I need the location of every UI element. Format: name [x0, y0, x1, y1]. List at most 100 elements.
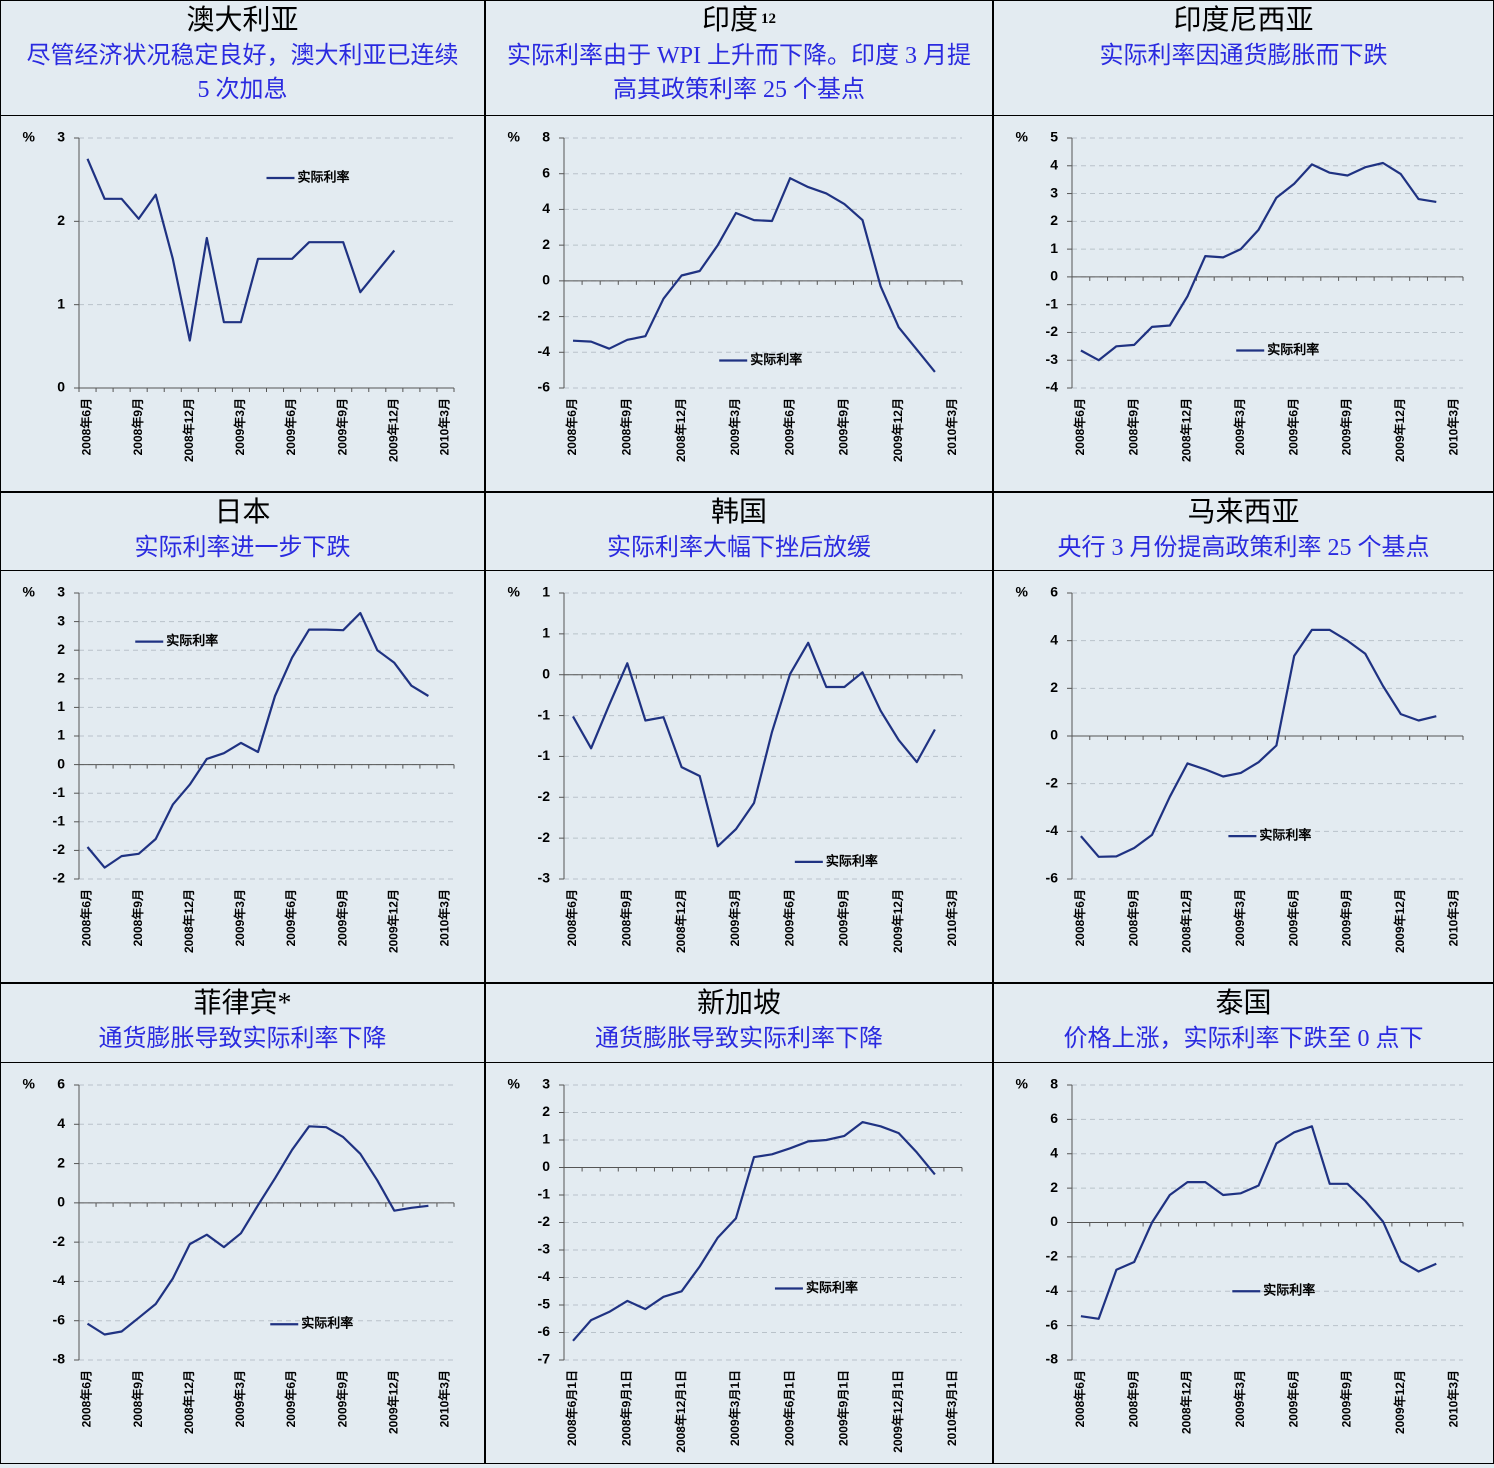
- y-tick-label: -6: [1046, 870, 1059, 886]
- x-tick-label: 2008年6月: [79, 889, 94, 946]
- data-line: [1080, 161, 1437, 362]
- x-tick-label: 2009年3月: [232, 398, 247, 455]
- x-tick-label: 2009年12月: [890, 398, 905, 462]
- x-tick-label: 2009年6月: [283, 1370, 298, 1427]
- y-unit: %: [508, 129, 521, 145]
- data-line: [1080, 1125, 1437, 1320]
- y-tick-label: -1: [538, 1186, 551, 1202]
- y-tick-label: 6: [57, 1076, 65, 1092]
- chart-box: -7 -6 -5 -4 -3 -2 -1 0 1 2 3% 2008年6月1日 2008年9月1日 200…: [485, 1062, 993, 1464]
- y-tick-label: -6: [1046, 1316, 1059, 1332]
- y-tick-label: 2: [1050, 212, 1058, 228]
- chart-title-text: 马来西亚: [1187, 497, 1300, 528]
- x-tick-label: 2009年3月: [232, 889, 247, 946]
- chart-subtitle: 通货膨胀导致实际利率下降: [98, 1026, 387, 1052]
- y-tick-label: -1: [1046, 295, 1059, 311]
- x-tick-label: 2008年9月: [130, 1370, 145, 1427]
- y-tick-label: 1: [57, 698, 65, 714]
- chart: -7 -6 -5 -4 -3 -2 -1 0 1 2 3% 2008年6月1日 2008年9月1日 200…: [508, 1076, 963, 1453]
- legend-label: 实际利率: [298, 169, 350, 184]
- x-tick-label: 2008年6月: [79, 398, 94, 455]
- legend-label: 实际利率: [1267, 342, 1319, 357]
- chart: -8 -6 -4 -2 0 2 4 6% 2008年6月 2008年9月 2008年12月 2009年…: [23, 1076, 455, 1434]
- x-tick-label: 2009年12月: [1392, 1370, 1407, 1434]
- chart-title-text: 新加坡: [696, 988, 781, 1019]
- x-tick-label: 2008年12月1日: [673, 1370, 688, 1453]
- x-tick-label: 2009年12月: [386, 889, 401, 953]
- y-tick-label: 2: [542, 1103, 550, 1119]
- chart-title: 泰国: [994, 986, 1493, 1022]
- chart-header: 泰国价格上涨，实际利率下跌至 0 点下: [993, 983, 1494, 1063]
- chart-box: -2 -2 -1 -1 0 1 1 2 2 3 3% 2008年6月 2008年9月 2008年12月 20…: [0, 570, 485, 983]
- y-tick-label: -2: [53, 841, 66, 857]
- y-unit: %: [1016, 584, 1029, 600]
- chart-title-text: 日本: [214, 497, 271, 528]
- legend-label: 实际利率: [301, 1316, 353, 1331]
- y-tick-label: -2: [1046, 1248, 1059, 1264]
- x-tick-label: 2009年6月: [1285, 398, 1300, 455]
- legend-label: 实际利率: [166, 633, 218, 648]
- chart-box: -4 -3 -2 -1 0 1 2 3 4 5% 2008年6月 2008年9月 2008年12月 200…: [993, 115, 1494, 492]
- y-tick-label: 2: [1050, 679, 1058, 695]
- x-tick-label: 2008年12月: [181, 889, 196, 953]
- chart-title: 菲律宾*: [1, 986, 484, 1022]
- y-tick-label: 8: [542, 129, 550, 145]
- x-tick-label: 2008年6月: [1072, 1370, 1087, 1427]
- x-tick-label: 2008年12月: [181, 1370, 196, 1434]
- chart-subtitle: 实际利率进一步下跌: [134, 535, 351, 561]
- y-tick-label: 0: [1050, 727, 1058, 743]
- chart: -8 -6 -4 -2 0 2 4 6 8% 2008年6月 2008年9月 2008年12月 2009…: [1016, 1076, 1464, 1434]
- chart: -3 -2 -2 -1 -1 0 1 1% 2008年6月 2008年9月 2008年12月 2009…: [508, 584, 963, 953]
- chart-box: -6 -4 -2 0 2 4 6 8% 2008年6月 2008年9月 2008年12月 2009年3…: [485, 115, 993, 492]
- y-tick-label: -4: [1046, 379, 1059, 395]
- y-tick-label: 2: [57, 670, 65, 686]
- x-tick-label: 2008年9月1日: [618, 1370, 633, 1446]
- y-tick-label: -2: [538, 307, 551, 323]
- x-tick-label: 2009年6月: [1285, 889, 1300, 946]
- y-unit: %: [23, 584, 36, 600]
- chart-subtitle: 实际利率大幅下挫后放缓: [607, 535, 871, 561]
- y-tick-label: 0: [57, 379, 65, 395]
- x-tick-label: 2008年12月: [673, 889, 688, 953]
- chart: -2 -2 -1 -1 0 1 1 2 2 3 3% 2008年6月 2008年9月 2008年12月 20…: [23, 584, 455, 953]
- x-tick-label: 2009年6月: [781, 889, 796, 946]
- x-tick-label: 2008年9月: [130, 398, 145, 455]
- chart-header: 印度尼西亚 实际利率因通货膨胀而下跌: [993, 0, 1494, 116]
- y-tick-label: 6: [1050, 1110, 1058, 1126]
- x-tick-label: 2009年6月1日: [781, 1370, 796, 1446]
- y-tick-label: -4: [538, 1268, 551, 1284]
- x-tick-label: 2009年12月1日: [890, 1370, 905, 1453]
- y-tick-label: -2: [538, 829, 551, 845]
- x-tick-label: 2009年6月: [283, 889, 298, 946]
- y-tick-label: 2: [57, 212, 65, 228]
- y-tick-label: 0: [542, 272, 550, 288]
- data-line: [86, 611, 429, 869]
- x-tick-label: 2009年9月: [1339, 398, 1354, 455]
- x-tick-label: 2008年6月1日: [564, 1370, 579, 1446]
- x-tick-label: 2009年12月: [1392, 398, 1407, 462]
- x-tick-label: 2010年3月: [1445, 398, 1460, 455]
- chart-header: 澳大利亚 尽管经济状况稳定良好，澳大利亚已连续 5 次加息: [0, 0, 485, 116]
- chart-box: -3 -2 -2 -1 -1 0 1 1% 2008年6月 2008年9月 2008年12月 2009…: [485, 570, 993, 983]
- chart-header: 日本实际利率进一步下跌: [0, 492, 485, 571]
- data-line: [86, 158, 396, 342]
- x-tick-label: 2008年9月: [1125, 398, 1140, 455]
- chart-header: 马来西亚央行 3 月份提高政策利率 25 个基点: [993, 492, 1494, 571]
- x-tick-label: 2008年9月: [618, 398, 633, 455]
- y-tick-label: -7: [538, 1351, 551, 1367]
- chart-title: 韩国: [486, 495, 992, 531]
- y-tick-label: 0: [57, 755, 65, 771]
- chart-box: -8 -6 -4 -2 0 2 4 6 8% 2008年6月 2008年9月 2008年12月 2009…: [993, 1062, 1494, 1464]
- x-tick-label: 2009年3月: [1232, 1370, 1247, 1427]
- x-tick-label: 2009年9月: [836, 889, 851, 946]
- y-tick-label: -6: [538, 379, 551, 395]
- x-tick-label: 2009年6月: [283, 398, 298, 455]
- chart-subtitle: 央行 3 月份提高政策利率 25 个基点: [1057, 535, 1430, 561]
- y-tick-label: -1: [53, 784, 66, 800]
- x-tick-label: 2009年6月: [781, 398, 796, 455]
- y-tick-label: 1: [1050, 240, 1058, 256]
- y-tick-label: 1: [57, 295, 65, 311]
- y-tick-label: -4: [1046, 822, 1059, 838]
- chart-subtitle: 价格上涨，实际利率下跌至 0 点下: [1063, 1026, 1424, 1052]
- y-tick-label: 2: [57, 641, 65, 657]
